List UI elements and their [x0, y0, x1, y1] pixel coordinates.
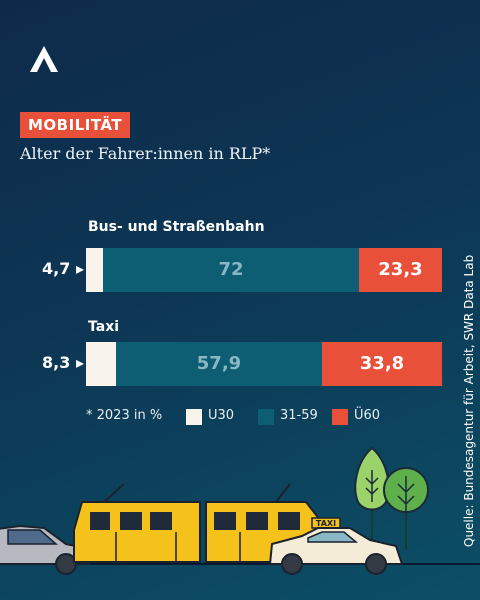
bar-segment-u30 [86, 248, 103, 292]
category-title: Bus- und Straßenbahn [88, 219, 265, 235]
legend-label-u30: U30 [208, 408, 235, 423]
bar-value-label-u60: 23,3 [378, 259, 423, 280]
taxi-icon: TAXI [268, 517, 404, 575]
swr-logo-icon [30, 46, 58, 72]
traffic-illustration: TAXI [0, 446, 480, 575]
bar-segment-31-59 [116, 342, 322, 386]
chart-subtitle: Alter der Fahrer:innen in RLP* [20, 144, 271, 163]
stacked-bar-row: 72 23,3 [86, 248, 442, 292]
car-icon [0, 524, 92, 575]
tree-icon [354, 446, 390, 550]
bar-value-label-31-59: 57,9 [196, 353, 242, 374]
legend-label-31-59: 31-59 [280, 408, 318, 423]
bar-segment-u60 [359, 248, 442, 292]
legend-swatch-31-59 [258, 409, 274, 425]
bar-value-label-31-59: 72 [218, 259, 244, 280]
legend-label-u60: Ü60 [354, 408, 381, 423]
stacked-bar-row: 57,9 33,8 [86, 342, 442, 386]
bar-segment-u60 [322, 342, 442, 386]
bar-segment-u30 [86, 342, 116, 386]
legend-note: * 2023 in % [86, 408, 163, 423]
legend-swatch-u30 [186, 409, 202, 425]
tree-icon [383, 467, 429, 550]
u30-value-label: 4,7 ▸ [42, 259, 84, 278]
bar-segment-31-59 [103, 248, 359, 292]
u30-value-label: 8,3 ▸ [42, 353, 84, 372]
legend-swatch-u60 [332, 409, 348, 425]
category-tag: MOBILITÄT [20, 112, 131, 138]
category-title: Taxi [88, 319, 120, 335]
taxi-sign-text: TAXI [316, 519, 336, 528]
bar-value-label-u60: 33,8 [359, 353, 405, 374]
tram-icon [73, 483, 321, 563]
